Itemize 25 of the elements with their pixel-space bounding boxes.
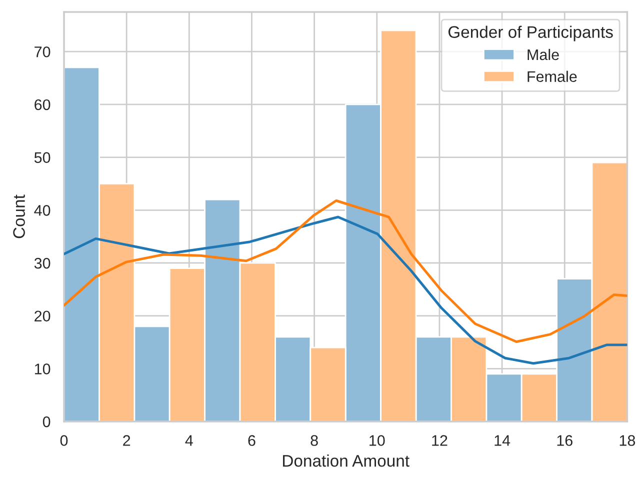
y-tick-label: 60 [34,99,50,110]
x-tick-label: 6 [248,435,256,446]
x-tick-label: 2 [123,435,130,446]
y-tick-label: 10 [34,364,50,374]
x-tick-label: 18 [620,435,636,446]
legend-label: Male [528,48,559,60]
y-tick-label: 40 [34,205,50,216]
line-series [64,199,628,343]
line-series [64,216,628,365]
x-tick-label: 16 [557,435,572,446]
legend-label: Female [528,70,577,82]
x-tick-label: 0 [60,435,68,446]
x-tick-label: 8 [310,435,318,446]
x-axis-title: Donation Amount [283,454,410,467]
x-tick-label: 10 [370,435,385,446]
legend-title: Gender of Participants [448,26,613,42]
y-axis-title: Count [13,194,25,238]
y-tick-label: 30 [34,258,50,269]
x-tick-label: 4 [185,435,193,446]
y-tick-label: 20 [34,310,50,322]
y-tick-label: 0 [42,416,50,428]
x-tick-label: 14 [494,435,510,446]
y-tick-label: 50 [34,152,50,163]
y-tick-label: 70 [34,46,50,58]
x-tick-label: 12 [432,435,448,446]
